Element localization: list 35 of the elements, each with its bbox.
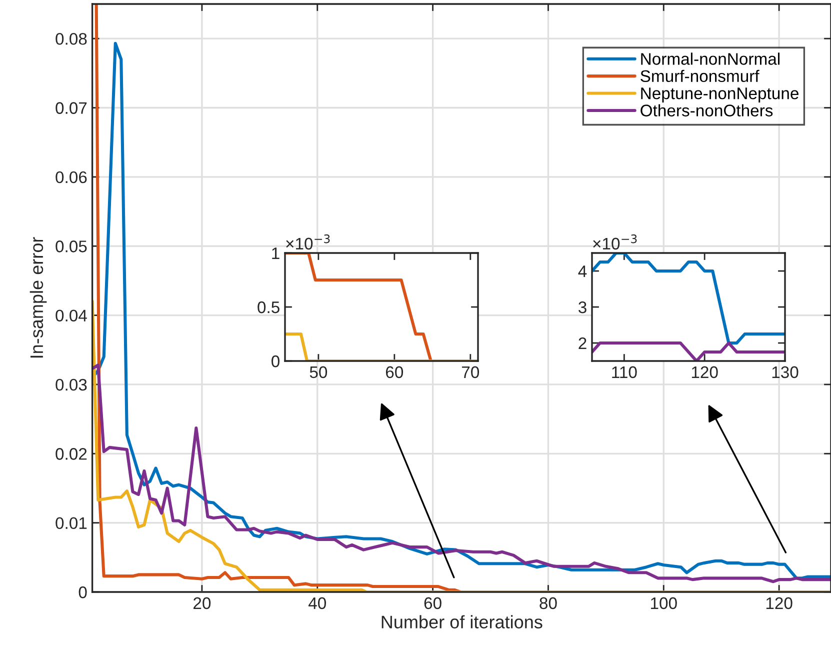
x-tick-label: 20 [194,597,211,610]
y-tick-label: 4 [578,266,587,278]
x-tick-label: 110 [612,366,637,378]
x-tick-label: 130 [772,366,798,378]
y-tick-label: 0.01 [56,517,87,530]
legend-label: Others-nonOthers [640,104,773,116]
x-tick-label: 80 [540,597,557,610]
y-tick-label: 0.08 [56,32,87,45]
x-axis-title: Number of iterations [382,615,542,628]
y-tick-label: 0 [78,586,87,598]
y-tick-label: 1 [272,248,280,260]
x-tick-label: 50 [310,366,328,378]
y-tick-label: 2 [578,337,586,350]
y-tick-label: 0.07 [56,102,87,114]
y-tick-label: 0.5 [258,301,280,314]
annotation: ×10$^{−3}$ [593,234,637,250]
y-tick-label: 3 [578,301,586,314]
x-tick-label: 100 [651,597,677,610]
legend-label: Neptune-nonNeptune [641,88,798,103]
y-tick-label: 0.02 [56,448,87,460]
annotation: ×10$^{−3}$ [286,234,330,250]
y-tick-label: 0 [272,355,280,368]
y-axis-title: In-sample error [30,237,47,358]
x-tick-label: 120 [692,366,718,378]
y-tick-label: 0.05 [56,240,87,252]
x-tick-label: 70 [462,366,480,378]
legend-label: Smurf-nonsmurf [640,70,760,82]
x-tick-label: 60 [386,366,404,378]
x-tick-label: 40 [308,597,326,610]
y-tick-label: 0.03 [56,378,87,391]
y-tick-label: 0.04 [56,310,87,322]
x-tick-label: 60 [424,597,442,610]
x-tick-label: 120 [766,597,792,610]
legend-label: Normal-nonNormal [641,52,780,65]
y-tick-label: 0.06 [56,171,87,184]
